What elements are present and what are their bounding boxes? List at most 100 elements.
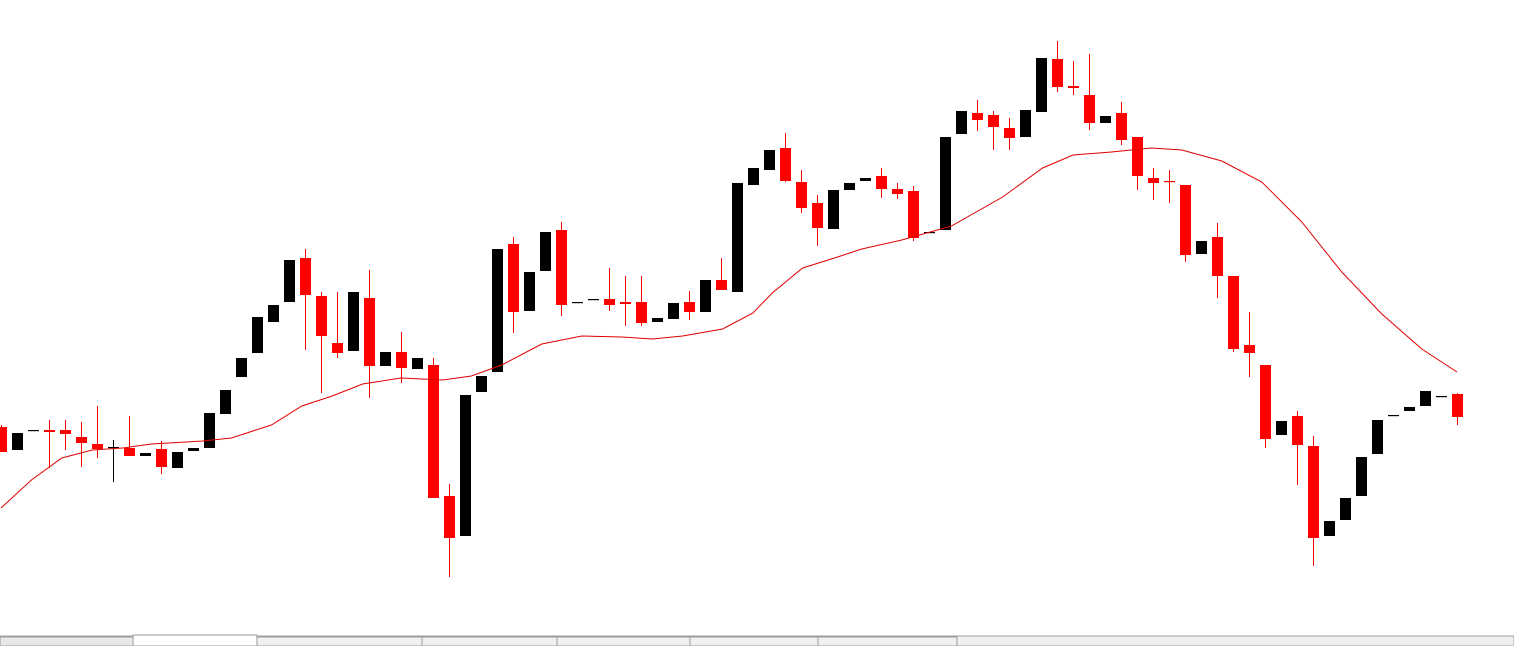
candle-body (1148, 178, 1159, 183)
candle-body (812, 203, 823, 228)
candle-body (732, 183, 743, 292)
candle-body (348, 292, 359, 351)
candle-body (316, 296, 327, 336)
candle-body (1324, 521, 1335, 536)
candle-body (1276, 421, 1287, 435)
tab-bar (0, 634, 1514, 646)
candle-body (1420, 391, 1431, 406)
candle-body (428, 365, 439, 498)
candle-body (396, 352, 407, 368)
candle-body (332, 343, 343, 353)
candle-body (684, 302, 695, 312)
candle-body (76, 437, 87, 443)
candle-body (892, 189, 903, 194)
candle-body (252, 317, 263, 353)
candle-body (780, 148, 791, 181)
candle-body (1308, 446, 1319, 538)
candle-body (12, 433, 23, 450)
candle-body (300, 258, 311, 295)
candle-body (1340, 498, 1351, 520)
candle-body (1388, 415, 1399, 417)
candle-body (1100, 116, 1111, 123)
candle-body (748, 168, 759, 185)
candle-body (444, 496, 455, 538)
candle-body (492, 249, 503, 372)
candle-body (972, 113, 983, 120)
candle-body (844, 183, 855, 190)
candle-body (1164, 181, 1175, 183)
candle-body (1116, 113, 1127, 140)
tab[interactable] (689, 636, 819, 646)
tab[interactable] (421, 636, 558, 646)
candle-body (700, 280, 711, 312)
candle-body (1260, 365, 1271, 439)
candle-body (188, 448, 199, 451)
candle-body (412, 358, 423, 369)
candle-body (1068, 86, 1079, 88)
candle-body (1404, 407, 1415, 411)
candle-body (268, 305, 279, 322)
candle-body (1356, 457, 1367, 496)
candle-body (860, 178, 871, 181)
candle-body (1180, 185, 1191, 255)
candle-body (220, 390, 231, 414)
candle-body (508, 244, 519, 312)
candle-body (1084, 95, 1095, 123)
candle-body (1036, 58, 1047, 112)
candle-body (828, 190, 839, 229)
candle-body (636, 302, 647, 323)
candle-body (460, 395, 471, 536)
candle-body (588, 299, 599, 301)
candle-body (364, 298, 375, 366)
candle-body (0, 427, 7, 452)
candle-body (204, 413, 215, 448)
candle-body (796, 182, 807, 208)
candle-body (284, 260, 295, 302)
candle-body (764, 150, 775, 170)
candle-body (524, 272, 535, 311)
candle-body (28, 430, 39, 432)
candle-body (92, 444, 103, 449)
candle-body (1292, 416, 1303, 445)
candle-body (1004, 128, 1015, 138)
candle-body (236, 358, 247, 377)
candle-body (908, 191, 919, 238)
candle-body (1244, 345, 1255, 353)
candle-body (1020, 110, 1031, 137)
tab[interactable] (556, 636, 691, 646)
moving-average (0, 147, 1458, 509)
tab[interactable] (256, 636, 423, 646)
candle-body (1436, 396, 1447, 398)
candle-body (572, 302, 583, 304)
tab-active[interactable] (132, 634, 258, 646)
candle-body (124, 448, 135, 456)
candle-body (1452, 394, 1463, 417)
candle-body (604, 299, 615, 305)
candle-body (940, 137, 951, 230)
candle-body (1052, 59, 1063, 87)
candle-body (1228, 276, 1239, 349)
candle-body (956, 111, 967, 134)
candle-body (1132, 137, 1143, 176)
candle-body (716, 280, 727, 290)
tab[interactable] (817, 636, 958, 646)
candle-body (380, 352, 391, 366)
candle-body (140, 453, 151, 456)
candle-body (1372, 420, 1383, 454)
candle-body (44, 430, 55, 432)
candle-body (1212, 237, 1223, 276)
candle-body (108, 447, 119, 449)
candle-body (540, 232, 551, 271)
candle-body (876, 176, 887, 189)
candle-body (668, 303, 679, 319)
candle-body (1196, 241, 1207, 254)
candle-body (476, 376, 487, 392)
candle-body (556, 230, 567, 305)
candle-body (156, 449, 167, 467)
candle-body (60, 430, 71, 434)
candle-body (172, 452, 183, 468)
candle-body (652, 318, 663, 322)
tab[interactable] (0, 636, 134, 646)
